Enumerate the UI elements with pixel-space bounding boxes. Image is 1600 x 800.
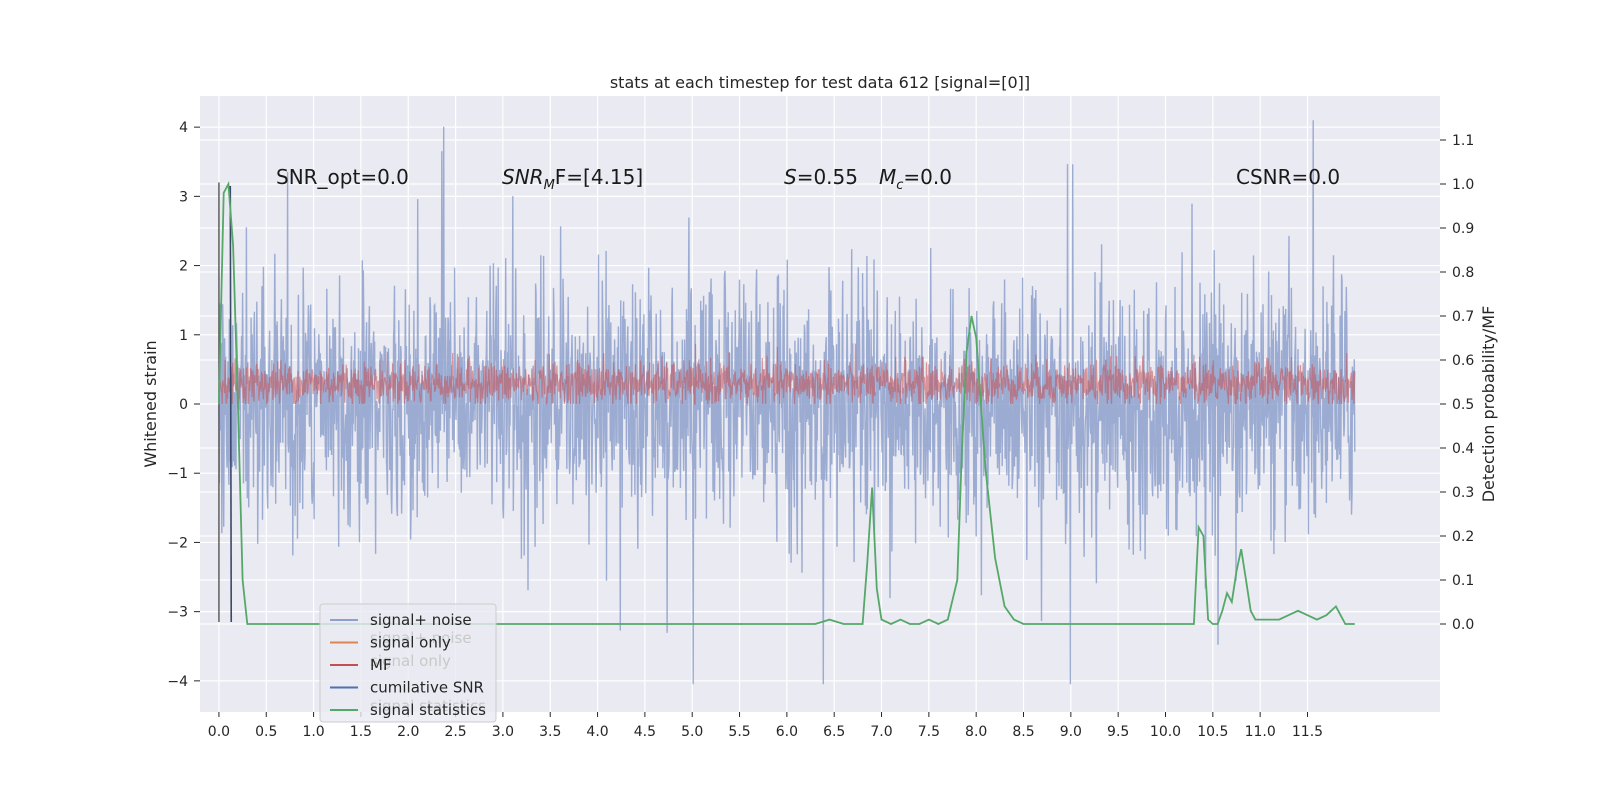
y-tick-label: −2	[167, 535, 188, 551]
series-line-signal-plus-noise	[218, 120, 1356, 685]
x-tick-label: 10.0	[1150, 724, 1181, 740]
annotation-mc: Mc=0.0	[879, 165, 952, 193]
x-tick-label: 3.5	[539, 724, 561, 740]
x-tick-label: 9.5	[1107, 724, 1129, 740]
series-line-signal-statistics	[218, 180, 1355, 625]
y-right-tick-label: 0.4	[1452, 441, 1474, 457]
x-tick-label: 11.0	[1245, 724, 1276, 740]
y-right-tick-label: 0.6	[1452, 353, 1474, 369]
x-tick-label: 9.0	[1060, 724, 1082, 740]
y-tick-label: 3	[179, 189, 188, 205]
annotation-s-value: =0.55	[797, 165, 858, 189]
annotations: SNR_opt=0.0 SNRMF=[4.15] S=0.55 Mc=0.0 C…	[276, 165, 1340, 193]
series-signal-plus-noise	[218, 120, 1356, 685]
annotation-s-label: S	[784, 165, 797, 189]
legend-ghost-3: signal statistics	[370, 697, 486, 715]
x-tick-label: 1.5	[350, 724, 372, 740]
annotation-s: S=0.55	[784, 165, 858, 189]
annotation-mc-label: M	[879, 165, 896, 189]
annotation-snr-mf-suffix: F=[4.15]	[555, 165, 643, 189]
x-tick-label: 7.0	[870, 724, 892, 740]
series-signal-statistics	[218, 180, 1355, 625]
x-tick-label: 5.0	[681, 724, 703, 740]
annotation-snr-mf: SNRMF=[4.15]	[502, 165, 643, 193]
x-tick-label: 8.5	[1012, 724, 1034, 740]
y-tick-label: 4	[179, 120, 188, 136]
y-tick-label: 2	[179, 259, 188, 275]
x-tick-label: 4.5	[634, 724, 656, 740]
x-tick-label: 5.5	[728, 724, 750, 740]
x-axis-ticks: 0.0 0.5 1.0 1.5 2.0 2.5 3.0 3.5 4.0 4.5 5.0 5.5 6.0 6…	[208, 712, 1323, 740]
legend: signal+ noise signal only signal statist…	[319, 603, 497, 723]
y-right-tick-label: 1.0	[1452, 177, 1474, 193]
y-right-tick-label: 0.1	[1452, 573, 1474, 589]
y-right-tick-label: 0.9	[1452, 221, 1474, 237]
annotation-mc-sub: c	[896, 178, 903, 193]
annotation-snr-opt: SNR_opt=0.0	[276, 165, 409, 189]
x-tick-label: 0.0	[208, 724, 230, 740]
legend-ghost-2: signal only	[370, 652, 451, 670]
y-tick-label: −1	[167, 466, 188, 482]
y-right-tick-label: 0.2	[1452, 529, 1474, 545]
x-tick-label: 4.0	[586, 724, 608, 740]
y-tick-label: 1	[179, 328, 188, 344]
x-tick-label: 1.0	[302, 724, 324, 740]
x-tick-label: 11.5	[1292, 724, 1323, 740]
annotation-csnr: CSNR=0.0	[1236, 165, 1340, 189]
y-right-axis-label: Detection probability/MF	[1479, 306, 1498, 503]
x-tick-label: 6.0	[776, 724, 798, 740]
legend-box	[319, 603, 497, 723]
legend-ghost-1: signal+ noise	[370, 629, 472, 647]
y-right-tick-label: 0.0	[1452, 617, 1474, 633]
y-tick-label: −4	[167, 674, 188, 690]
y-right-tick-label: 0.3	[1452, 485, 1474, 501]
x-tick-label: 7.5	[918, 724, 940, 740]
y-right-axis-ticks: 0.0 0.1 0.2 0.3 0.4 0.5 0.6 0.7 0.8 0.9 1.0 1.1	[1440, 133, 1474, 633]
x-tick-label: 2.5	[444, 724, 466, 740]
y-axis-label: Whitened strain	[141, 340, 160, 467]
y-tick-label: 0	[179, 397, 188, 413]
y-axis-ticks: −4 −3 −2 −1 0 1 2 3 4	[167, 120, 200, 690]
x-tick-label: 6.5	[823, 724, 845, 740]
x-tick-label: 3.0	[492, 724, 514, 740]
x-tick-label: 10.5	[1197, 724, 1228, 740]
series-line-mf	[218, 343, 1356, 406]
legend-label: signal only	[370, 634, 451, 652]
x-tick-label: 0.5	[255, 724, 277, 740]
series-line-cumulative-snr-spike	[229, 185, 233, 623]
legend-label: MF	[370, 656, 392, 674]
x-tick-label: 2.0	[397, 724, 419, 740]
y-right-tick-label: 0.8	[1452, 265, 1474, 281]
annotation-snr-mf-sub: M	[544, 178, 555, 193]
chart-title: stats at each timestep for test data 612…	[610, 73, 1030, 92]
y-right-tick-label: 0.5	[1452, 397, 1474, 413]
annotation-snr-mf-prefix: SNR	[502, 165, 544, 189]
x-tick-label: 8.0	[965, 724, 987, 740]
legend-label: signal statistics	[370, 701, 486, 719]
y-tick-label: −3	[167, 605, 188, 621]
series-mf	[218, 343, 1356, 406]
legend-label: signal+ noise	[370, 611, 472, 629]
legend-label: cumilative SNR	[370, 679, 484, 697]
y-right-tick-label: 1.1	[1452, 133, 1474, 149]
y-right-tick-label: 0.7	[1452, 309, 1474, 325]
annotation-mc-value: =0.0	[903, 165, 952, 189]
